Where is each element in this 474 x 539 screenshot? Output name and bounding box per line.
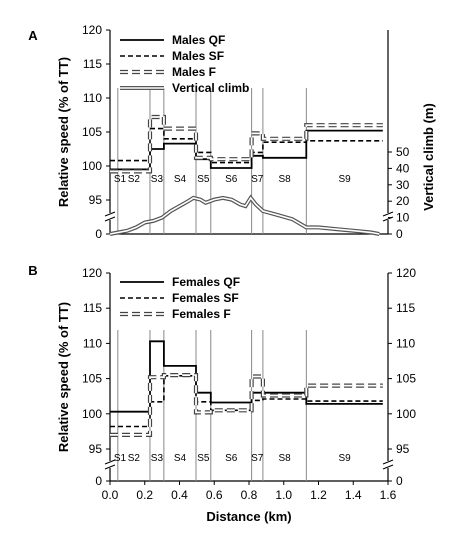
axis-break-mark	[382, 459, 394, 465]
panel-label: A	[28, 28, 38, 43]
legend-label: Females F	[172, 307, 231, 321]
y-tick-label: 0	[95, 227, 102, 241]
segment-label: S4	[174, 453, 187, 464]
segment-label: S7	[251, 174, 264, 185]
segment-label: S6	[225, 453, 238, 464]
x-tick-label: 0.0	[102, 488, 119, 502]
y-tick-label: 95	[89, 442, 103, 456]
series-line-2-inner	[110, 374, 383, 436]
y2-tick-label: 100	[396, 407, 416, 421]
legend: Males QF Males SF Males F Vertical climb	[120, 33, 249, 95]
y-tick-label: 100	[82, 407, 102, 421]
segment-label: S8	[279, 174, 292, 185]
y2-tick-label: 30	[396, 178, 410, 192]
y-tick-label: 105	[82, 125, 102, 139]
y2-tick-label: 10	[396, 211, 410, 225]
legend: Females QF Females SF Females F	[120, 275, 240, 321]
y2-tick-label: 20	[396, 194, 410, 208]
series-line-2	[110, 373, 383, 437]
y-tick-label: 105	[82, 372, 102, 386]
y-tick-label: 115	[83, 301, 102, 315]
x-tick-label: 1.6	[380, 488, 397, 502]
y2-tick-label: 110	[396, 336, 415, 350]
y-tick-label: 0	[95, 474, 102, 488]
panel-a: A 95 100 105 110 115 120 0 0 10 20 30 40 50 Relative s…	[28, 23, 436, 241]
segment-label: S3	[151, 174, 164, 185]
y2-tick-label: 95	[396, 442, 410, 456]
series-line-1	[110, 127, 383, 164]
axis-break-mark	[382, 211, 394, 217]
axis-break-gap	[105, 461, 115, 468]
segment-label: S5	[197, 453, 210, 464]
y2-tick-label: 0	[396, 227, 403, 241]
segment-label: S8	[279, 453, 292, 464]
y2-tick-label: 105	[396, 372, 416, 386]
axis-break-mark	[104, 459, 116, 465]
y2-tick-label: 120	[396, 266, 416, 280]
panel-label: B	[28, 263, 37, 278]
y2-tick-label: 0	[396, 474, 403, 488]
x-tick-label: 1.4	[345, 488, 362, 502]
segment-label: S3	[151, 453, 164, 464]
segment-label: S5	[197, 174, 210, 185]
segment-label: S2	[128, 453, 141, 464]
axis-break-gap	[105, 213, 115, 220]
x-tick-label: 0.2	[136, 488, 153, 502]
y2-tick-label: 50	[396, 145, 410, 159]
y-tick-label: 110	[83, 91, 102, 105]
y-tick-label: 95	[89, 193, 103, 207]
y-tick-label: 120	[82, 23, 102, 37]
legend-label: Males SF	[172, 49, 224, 63]
y-tick-label: 100	[82, 159, 102, 173]
legend-label: Vertical climb	[172, 81, 249, 95]
y-tick-label: 120	[82, 266, 102, 280]
legend-label: Males QF	[172, 33, 225, 47]
legend-label: Females QF	[172, 275, 240, 289]
segment-label: S2	[128, 174, 141, 185]
segment-label: S4	[174, 174, 187, 185]
legend-label: Females SF	[172, 291, 239, 305]
segment-label: S7	[251, 453, 264, 464]
segment-label: S1	[114, 174, 127, 185]
axis-break-mark	[104, 211, 116, 217]
y-tick-label: 110	[83, 336, 102, 350]
axis-break-mark	[104, 216, 116, 222]
x-tick-label: 0.6	[206, 488, 223, 502]
x-tick-label: 1.2	[310, 488, 327, 502]
x-tick-label: 1.0	[275, 488, 292, 502]
y-axis-title: Relative speed (% of TT)	[56, 57, 71, 207]
x-axis-title: Distance (km)	[206, 509, 291, 524]
panel-b: B 95 100 105 110 115 120 0 95 100 105 110 115 120 0 Rel…	[28, 263, 416, 524]
series-line-2-inner	[110, 116, 383, 173]
segment-label: S9	[338, 174, 351, 185]
legend-label: Males F	[172, 65, 216, 79]
segment-label: S6	[225, 174, 238, 185]
x-tick-label: 0.8	[241, 488, 258, 502]
x-tick-label: 0.4	[171, 488, 188, 502]
y-axis-title: Relative speed (% of TT)	[56, 302, 71, 452]
segment-label: S9	[338, 453, 351, 464]
axis-break-mark	[382, 464, 394, 470]
axis-break-gap	[383, 461, 393, 468]
y2-tick-label: 115	[396, 301, 415, 315]
vertical-climb-line-inner	[109, 196, 380, 235]
axis-break-gap	[383, 213, 393, 220]
y-tick-label: 115	[83, 57, 102, 71]
axis-break-mark	[104, 464, 116, 470]
y2-tick-label: 40	[396, 161, 410, 175]
y2-axis-title: Vertical climb (m)	[421, 103, 436, 211]
segment-label: S1	[114, 453, 127, 464]
